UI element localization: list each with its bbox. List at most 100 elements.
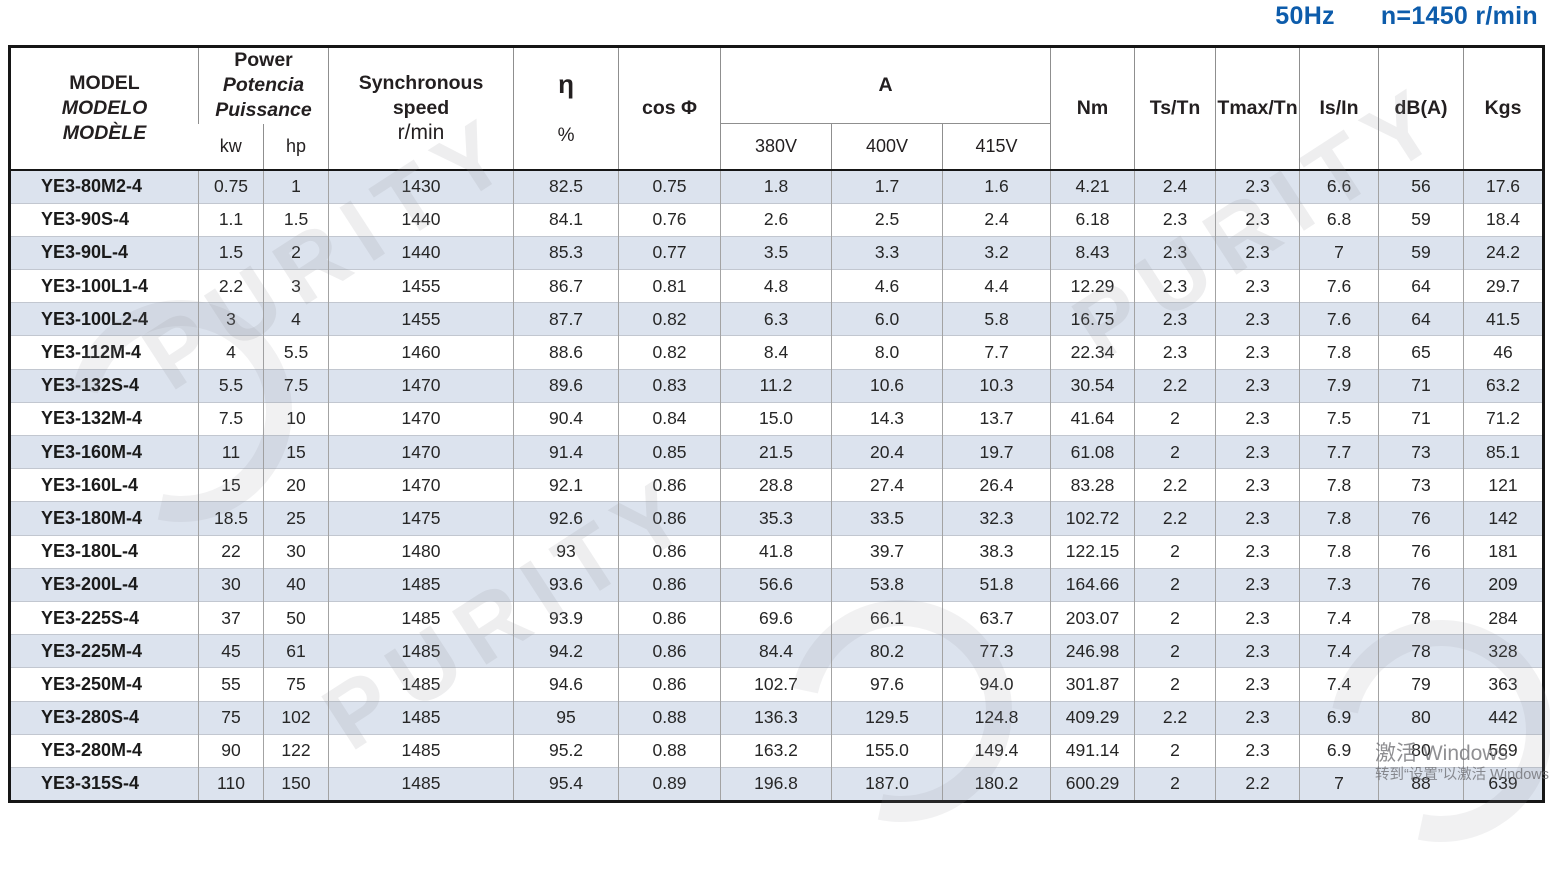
value-cell: 84.4: [720, 634, 832, 668]
value-cell: 2.3: [1134, 302, 1216, 336]
value-cell: 2: [1134, 667, 1216, 701]
value-cell: 1.6: [942, 169, 1051, 204]
value-cell: 6.9: [1299, 700, 1379, 735]
value-cell: 3.3: [831, 235, 943, 270]
power-label-en: Power: [234, 49, 293, 72]
value-cell: 76: [1378, 501, 1464, 536]
cos-phi-label: cos Φ: [642, 96, 698, 119]
value-cell: 7.6: [1299, 302, 1379, 336]
tmax-tn-label: Tmax/Tn: [1217, 96, 1298, 119]
value-cell: 102.7: [720, 667, 832, 701]
value-cell: 8.4: [720, 335, 832, 370]
value-cell: 102.72: [1050, 501, 1135, 536]
model-cell: YE3-315S-4: [9, 766, 199, 802]
table-row: YE3-160M-4 11 15 1470 91.4 0.85 21.5 20.4 19.7 61…: [9, 434, 1544, 469]
value-cell: 0.86: [618, 534, 721, 569]
value-cell: 0.84: [618, 401, 721, 436]
value-cell: 11: [198, 434, 264, 469]
value-cell: 121: [1463, 468, 1544, 502]
power-label-fr: Puissance: [215, 99, 312, 122]
value-cell: 2.3: [1215, 302, 1300, 336]
value-cell: 28.8: [720, 468, 832, 502]
value-cell: 246.98: [1050, 634, 1135, 668]
value-cell: 0.82: [618, 302, 721, 336]
value-cell: 203.07: [1050, 600, 1135, 635]
value-cell: 1470: [328, 468, 514, 502]
value-cell: 39.7: [831, 534, 943, 569]
value-cell: 66.1: [831, 600, 943, 635]
value-cell: 10.6: [831, 368, 943, 403]
table-body: YE3-80M2-4 0.75 1 1430 82.5 0.75 1.8 1.7 1.6 4.21…: [9, 169, 1544, 802]
value-cell: 7.9: [1299, 368, 1379, 403]
value-cell: 17.6: [1463, 169, 1544, 204]
value-cell: 53.8: [831, 567, 943, 602]
value-cell: 1470: [328, 401, 514, 436]
value-cell: 5.5: [198, 368, 264, 403]
value-cell: 196.8: [720, 766, 832, 802]
value-cell: 94.6: [513, 667, 619, 701]
value-cell: 2: [1134, 434, 1216, 469]
value-cell: 80.2: [831, 634, 943, 668]
value-cell: 90.4: [513, 401, 619, 436]
table-row: YE3-280M-4 90 122 1485 95.2 0.88 163.2 155.0 149…: [9, 733, 1544, 768]
sync-speed-unit: r/min: [397, 121, 445, 145]
value-cell: 2.3: [1134, 235, 1216, 270]
table-row: YE3-80M2-4 0.75 1 1430 82.5 0.75 1.8 1.7 1.6 4.21…: [9, 169, 1544, 204]
motor-spec-table: MODEL MODELO MODÈLE Power Potencia Puiss…: [8, 45, 1546, 804]
value-cell: 1470: [328, 368, 514, 403]
value-cell: 93.9: [513, 600, 619, 635]
value-cell: 18.5: [198, 501, 264, 536]
value-cell: 4.4: [942, 269, 1051, 303]
value-cell: 80: [1378, 700, 1464, 735]
eta-symbol: η: [558, 69, 574, 100]
value-cell: 2.2: [1134, 501, 1216, 536]
value-cell: 2.3: [1215, 468, 1300, 502]
value-cell: 164.66: [1050, 567, 1135, 602]
value-cell: 38.3: [942, 534, 1051, 569]
value-cell: 4.6: [831, 269, 943, 303]
value-cell: 2.3: [1215, 501, 1300, 536]
value-cell: 2: [1134, 634, 1216, 668]
table-row: YE3-225S-4 37 50 1485 93.9 0.86 69.6 66.1 63.7 20…: [9, 600, 1544, 635]
model-cell: YE3-225M-4: [9, 634, 199, 668]
value-cell: 4: [198, 335, 264, 370]
value-cell: 0.77: [618, 235, 721, 270]
value-cell: 569: [1463, 733, 1544, 768]
table-header: MODEL MODELO MODÈLE Power Potencia Puiss…: [9, 46, 1544, 171]
value-cell: 7.3: [1299, 567, 1379, 602]
value-cell: 41.5: [1463, 302, 1544, 336]
value-cell: 2.5: [831, 202, 943, 237]
column-header-sync-speed: Synchronous speed r/min: [328, 46, 514, 171]
value-cell: 0.89: [618, 766, 721, 802]
value-cell: 26.4: [942, 468, 1051, 502]
value-cell: 2.2: [1215, 766, 1300, 802]
value-cell: 2.3: [1215, 600, 1300, 635]
value-cell: 2.3: [1215, 401, 1300, 436]
table-row: YE3-180M-4 18.5 25 1475 92.6 0.86 35.3 33.5 32.3…: [9, 501, 1544, 536]
value-cell: 0.88: [618, 733, 721, 768]
value-cell: 0.86: [618, 468, 721, 502]
model-cell: YE3-180M-4: [9, 501, 199, 536]
value-cell: 2.2: [1134, 368, 1216, 403]
value-cell: 3.5: [720, 235, 832, 270]
model-cell: YE3-132S-4: [9, 368, 199, 403]
value-cell: 56: [1378, 169, 1464, 204]
value-cell: 73: [1378, 468, 1464, 502]
model-label-es: MODELO: [61, 96, 148, 119]
value-cell: 2.2: [198, 269, 264, 303]
value-cell: 55: [198, 667, 264, 701]
value-cell: 7: [1299, 766, 1379, 802]
value-cell: 83.28: [1050, 468, 1135, 502]
value-cell: 32.3: [942, 501, 1051, 536]
value-cell: 600.29: [1050, 766, 1135, 802]
sync-speed-line2: speed: [392, 97, 450, 120]
value-cell: 78: [1378, 600, 1464, 635]
value-cell: 76: [1378, 567, 1464, 602]
value-cell: 3: [198, 302, 264, 336]
value-cell: 0.86: [618, 667, 721, 701]
value-cell: 71.2: [1463, 401, 1544, 436]
value-cell: 142: [1463, 501, 1544, 536]
value-cell: 50: [262, 600, 329, 635]
value-cell: 2: [1134, 567, 1216, 602]
value-cell: 4.21: [1050, 169, 1135, 204]
